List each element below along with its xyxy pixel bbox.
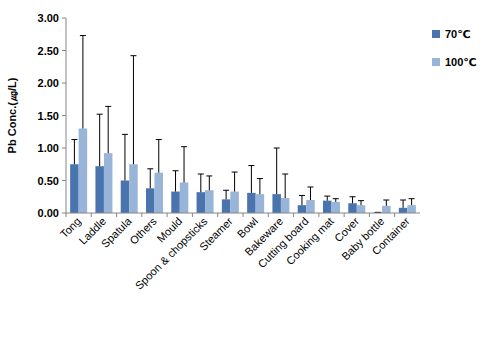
error-bar xyxy=(282,174,288,198)
y-tick xyxy=(62,18,66,19)
y-tick xyxy=(62,83,66,84)
x-tick xyxy=(243,213,244,217)
bar xyxy=(256,194,265,213)
error-bar xyxy=(181,147,187,183)
x-tick xyxy=(344,213,345,217)
bar xyxy=(197,192,206,213)
x-tick xyxy=(217,213,218,217)
error-bar xyxy=(147,169,153,189)
bar xyxy=(104,153,113,213)
bar xyxy=(205,190,214,213)
y-tick xyxy=(62,115,66,116)
bar xyxy=(129,164,138,213)
y-tick xyxy=(62,213,66,214)
x-tick xyxy=(116,213,117,217)
bar xyxy=(121,181,130,214)
x-tick-label: Spatula xyxy=(99,214,134,249)
bar xyxy=(171,192,180,213)
error-bar xyxy=(358,201,364,206)
bar xyxy=(298,205,307,213)
x-tick xyxy=(91,213,92,217)
x-tick xyxy=(394,213,395,217)
error-bar xyxy=(156,140,162,173)
x-tick-label: Others xyxy=(127,215,159,247)
error-bar xyxy=(299,195,305,205)
error-bar xyxy=(307,187,313,200)
y-tick xyxy=(62,50,66,51)
x-tick xyxy=(141,213,142,217)
bar xyxy=(332,202,341,213)
bar xyxy=(230,192,239,213)
error-bar xyxy=(324,196,330,201)
error-bar xyxy=(409,199,415,206)
bar xyxy=(95,166,104,213)
error-bar xyxy=(206,176,212,190)
x-tick-label: Steamer xyxy=(197,215,235,253)
x-tick xyxy=(293,213,294,217)
error-bar xyxy=(80,36,86,129)
bar xyxy=(79,129,88,214)
y-axis-label: Pb Conc.(㎍/L) xyxy=(6,77,18,153)
bar xyxy=(70,164,79,213)
bar xyxy=(180,182,189,213)
bar xyxy=(272,194,281,213)
error-bar xyxy=(223,190,229,199)
error-bar xyxy=(257,179,263,195)
error-bar xyxy=(248,166,254,193)
y-tick xyxy=(62,148,66,149)
bar xyxy=(155,173,164,213)
bar xyxy=(348,203,357,213)
bar xyxy=(222,199,231,213)
legend-swatch xyxy=(432,30,440,38)
chart-container: 0.000.501.001.502.002.503.00TongLaddleSp… xyxy=(0,0,498,343)
y-tick-label: 3.00 xyxy=(38,12,59,24)
y-tick-label: 0.00 xyxy=(38,207,59,219)
y-tick-label: 2.50 xyxy=(38,45,59,57)
y-tick-label: 1.00 xyxy=(38,142,59,154)
error-bar xyxy=(198,174,204,192)
x-tick-label: Container xyxy=(370,215,412,257)
y-tick-label: 1.50 xyxy=(38,110,59,122)
bar xyxy=(407,205,416,213)
x-tick xyxy=(66,213,67,217)
error-bar xyxy=(400,200,406,208)
error-bar xyxy=(173,171,179,192)
error-bar xyxy=(122,134,128,180)
error-bar xyxy=(97,114,103,166)
bar xyxy=(247,193,256,213)
bar xyxy=(399,208,408,213)
error-bar xyxy=(274,148,280,194)
legend-swatch xyxy=(432,58,440,66)
x-tick xyxy=(268,213,269,217)
bars xyxy=(70,36,416,213)
y-tick-label: 2.00 xyxy=(38,77,59,89)
y-tick xyxy=(62,180,66,181)
x-tick-label: Spoon & chopsticks xyxy=(133,215,210,292)
error-bar xyxy=(105,106,111,153)
x-tick xyxy=(167,213,168,217)
bar xyxy=(382,206,391,213)
x-tick xyxy=(318,213,319,217)
y-tick-label: 0.50 xyxy=(38,175,59,187)
error-bar xyxy=(130,56,136,165)
legend-label: 100℃ xyxy=(445,56,477,68)
x-tick-label: Cooking mat xyxy=(284,215,336,267)
error-bar xyxy=(350,197,356,204)
x-tick xyxy=(192,213,193,217)
error-bar xyxy=(71,140,77,165)
error-bar xyxy=(333,199,339,202)
bar xyxy=(146,188,155,213)
legend-label: 70℃ xyxy=(445,28,471,40)
error-bar xyxy=(383,200,389,206)
bar xyxy=(357,205,366,213)
bar xyxy=(281,198,290,213)
x-tick xyxy=(369,213,370,217)
bar xyxy=(323,201,332,213)
bar xyxy=(306,200,315,213)
error-bar xyxy=(232,172,238,192)
chart-svg: 0.000.501.001.502.002.503.00TongLaddleSp… xyxy=(0,0,498,343)
